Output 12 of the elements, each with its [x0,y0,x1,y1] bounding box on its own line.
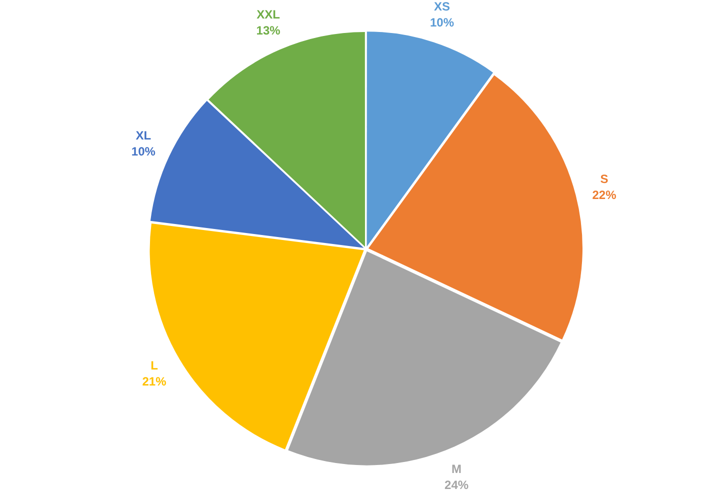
data-label: 22% [592,188,617,202]
slice-label: M [452,462,462,476]
slice-label: L [150,358,158,373]
data-label: 13% [256,24,281,38]
slice-label: S [600,172,608,186]
slice-label: XL [136,128,152,143]
slice-label: XS [434,0,450,14]
data-label: 24% [444,478,469,492]
data-label: 10% [131,144,156,159]
data-label: 21% [142,374,167,389]
data-label: 10% [430,15,454,30]
slice-label: XXL [256,8,280,22]
